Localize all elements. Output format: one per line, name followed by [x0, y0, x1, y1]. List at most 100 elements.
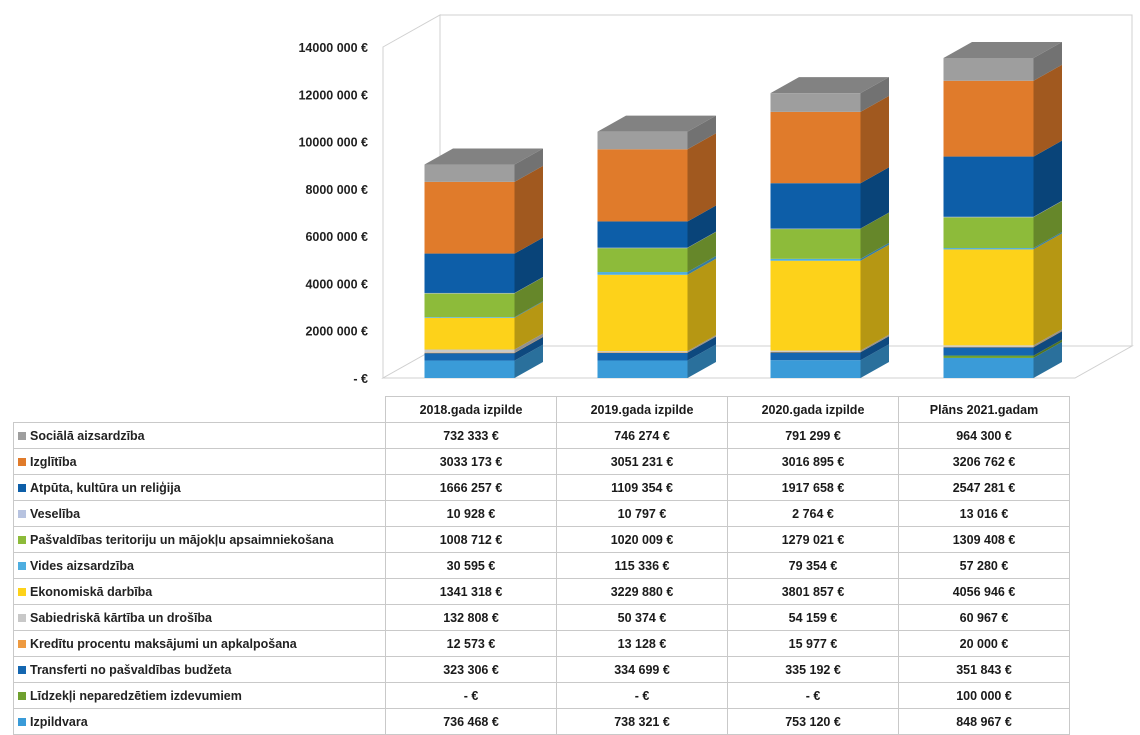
bar-front — [597, 149, 688, 222]
value-cell: 13 128 € — [556, 630, 728, 657]
value-cell: 13 016 € — [898, 500, 1070, 527]
table-corner — [13, 396, 386, 423]
bar-segment — [597, 258, 716, 352]
series-label: Atpūta, kultūra un reliģija — [13, 474, 386, 501]
bar-front — [424, 352, 515, 354]
bar-front — [943, 217, 1034, 249]
bar-side — [514, 336, 543, 353]
bar-top — [424, 148, 543, 165]
bar-side — [514, 344, 543, 378]
bar-segment — [597, 133, 716, 222]
value-cell: 1917 658 € — [727, 474, 899, 501]
y-tick-label: 6000 000 € — [305, 230, 368, 244]
bar-segment — [770, 212, 889, 230]
category-header: Plāns 2021.gadam — [898, 396, 1070, 423]
value-cell: 3033 173 € — [385, 448, 557, 475]
bar-side — [1033, 330, 1062, 348]
y-tick-label: - € — [353, 372, 368, 386]
value-cell: 335 192 € — [727, 656, 899, 683]
value-cell: 79 354 € — [727, 552, 899, 579]
bar-front — [597, 352, 688, 361]
bar-front — [943, 357, 1034, 378]
series-name: Pašvaldības teritoriju un mājokļu apsaim… — [30, 532, 334, 547]
value-cell: 30 595 € — [385, 552, 557, 579]
legend-swatch — [18, 587, 26, 596]
bar-front — [943, 355, 1034, 358]
bar-front — [424, 164, 515, 182]
bar-side — [860, 242, 889, 261]
bar-front — [770, 352, 861, 361]
bar-segment — [770, 334, 889, 352]
bar-side — [860, 212, 889, 259]
bar-side — [687, 336, 716, 361]
bar-segment — [943, 330, 1062, 348]
value-cell: 964 300 € — [898, 422, 1070, 449]
value-cell: - € — [385, 682, 557, 709]
legend-swatch — [18, 717, 26, 726]
bar-front — [597, 360, 688, 378]
bar-front — [424, 349, 515, 353]
value-cell: 132 808 € — [385, 604, 557, 631]
table-row: Pašvaldības teritoriju un mājokļu apsaim… — [13, 526, 1070, 553]
value-cell: 1020 009 € — [556, 526, 728, 553]
bar-segment — [597, 336, 716, 361]
y-tick-label: 2000 000 € — [305, 325, 368, 339]
bar-top — [943, 41, 1062, 58]
bar-side — [514, 276, 543, 294]
value-cell: 100 000 € — [898, 682, 1070, 709]
value-cell: 334 699 € — [556, 656, 728, 683]
bar-segment — [943, 64, 1062, 157]
bar-segment — [943, 233, 1062, 346]
bar-front — [597, 247, 688, 273]
legend-swatch — [18, 691, 26, 700]
value-cell: - € — [727, 682, 899, 709]
series-name: Sociālā aizsardzība — [30, 428, 145, 443]
bar-front — [770, 350, 861, 352]
table-row: Vides aizsardzība 30 595 €115 336 €79 354… — [13, 552, 1070, 579]
value-cell: - € — [556, 682, 728, 709]
y-axis: - € 2000 000 € 4000 000 € 6000 000 € 8000 00… — [298, 41, 368, 386]
bar-top — [770, 77, 889, 94]
bar-side — [1033, 41, 1062, 81]
bar-segment — [943, 339, 1062, 358]
bar-front — [943, 57, 1034, 81]
bar-front — [597, 352, 688, 353]
bar-side — [687, 205, 716, 248]
bar-front — [770, 360, 861, 378]
table-row: Ekonomiskā darbība 1341 318 €3229 880 €38… — [13, 578, 1070, 605]
bar-side — [687, 344, 716, 378]
bar-segment — [597, 256, 716, 275]
value-cell: 2547 281 € — [898, 474, 1070, 501]
series-label: Sociālā aizsardzība — [13, 422, 386, 449]
value-cell: 351 843 € — [898, 656, 1070, 683]
bar-front — [597, 274, 688, 352]
bar-segment — [770, 244, 889, 351]
bar-side — [1033, 232, 1062, 250]
category-header: 2018.gada izpilde — [385, 396, 557, 423]
table-row: Atpūta, kultūra un reliģija 1666 257 €110… — [13, 474, 1070, 501]
bar-segment — [770, 344, 889, 378]
data-table: 2018.gada izpilde 2019.gada izpilde 2020.g… — [13, 396, 1070, 735]
data-table-body: Sociālā aizsardzība 732 333 €746 274 €791… — [13, 422, 1070, 735]
bar-segment — [424, 277, 543, 318]
value-cell: 1109 354 € — [556, 474, 728, 501]
legend-swatch — [18, 535, 26, 544]
bar-stack — [597, 115, 716, 378]
bar-side — [687, 231, 716, 248]
bar-front — [770, 228, 861, 230]
value-cell: 115 336 € — [556, 552, 728, 579]
bar-side — [860, 212, 889, 229]
table-row: Izglītība 3033 173 €3051 231 €3016 895 €3… — [13, 448, 1070, 475]
bar-front — [943, 345, 1034, 347]
bar-side — [1033, 233, 1062, 346]
bars — [424, 41, 1062, 378]
bar-segment — [943, 232, 1062, 250]
bar-segment — [943, 341, 1062, 378]
bar-front — [424, 292, 515, 294]
legend-swatch — [18, 431, 26, 440]
bar-side — [860, 344, 889, 378]
table-row: Izpildvara 736 468 €738 321 €753 120 €848… — [13, 708, 1070, 735]
bar-side — [687, 256, 716, 275]
bar-front — [770, 93, 861, 112]
table-row: Kredītu procentu maksājumi un apkalpošan… — [13, 630, 1070, 657]
